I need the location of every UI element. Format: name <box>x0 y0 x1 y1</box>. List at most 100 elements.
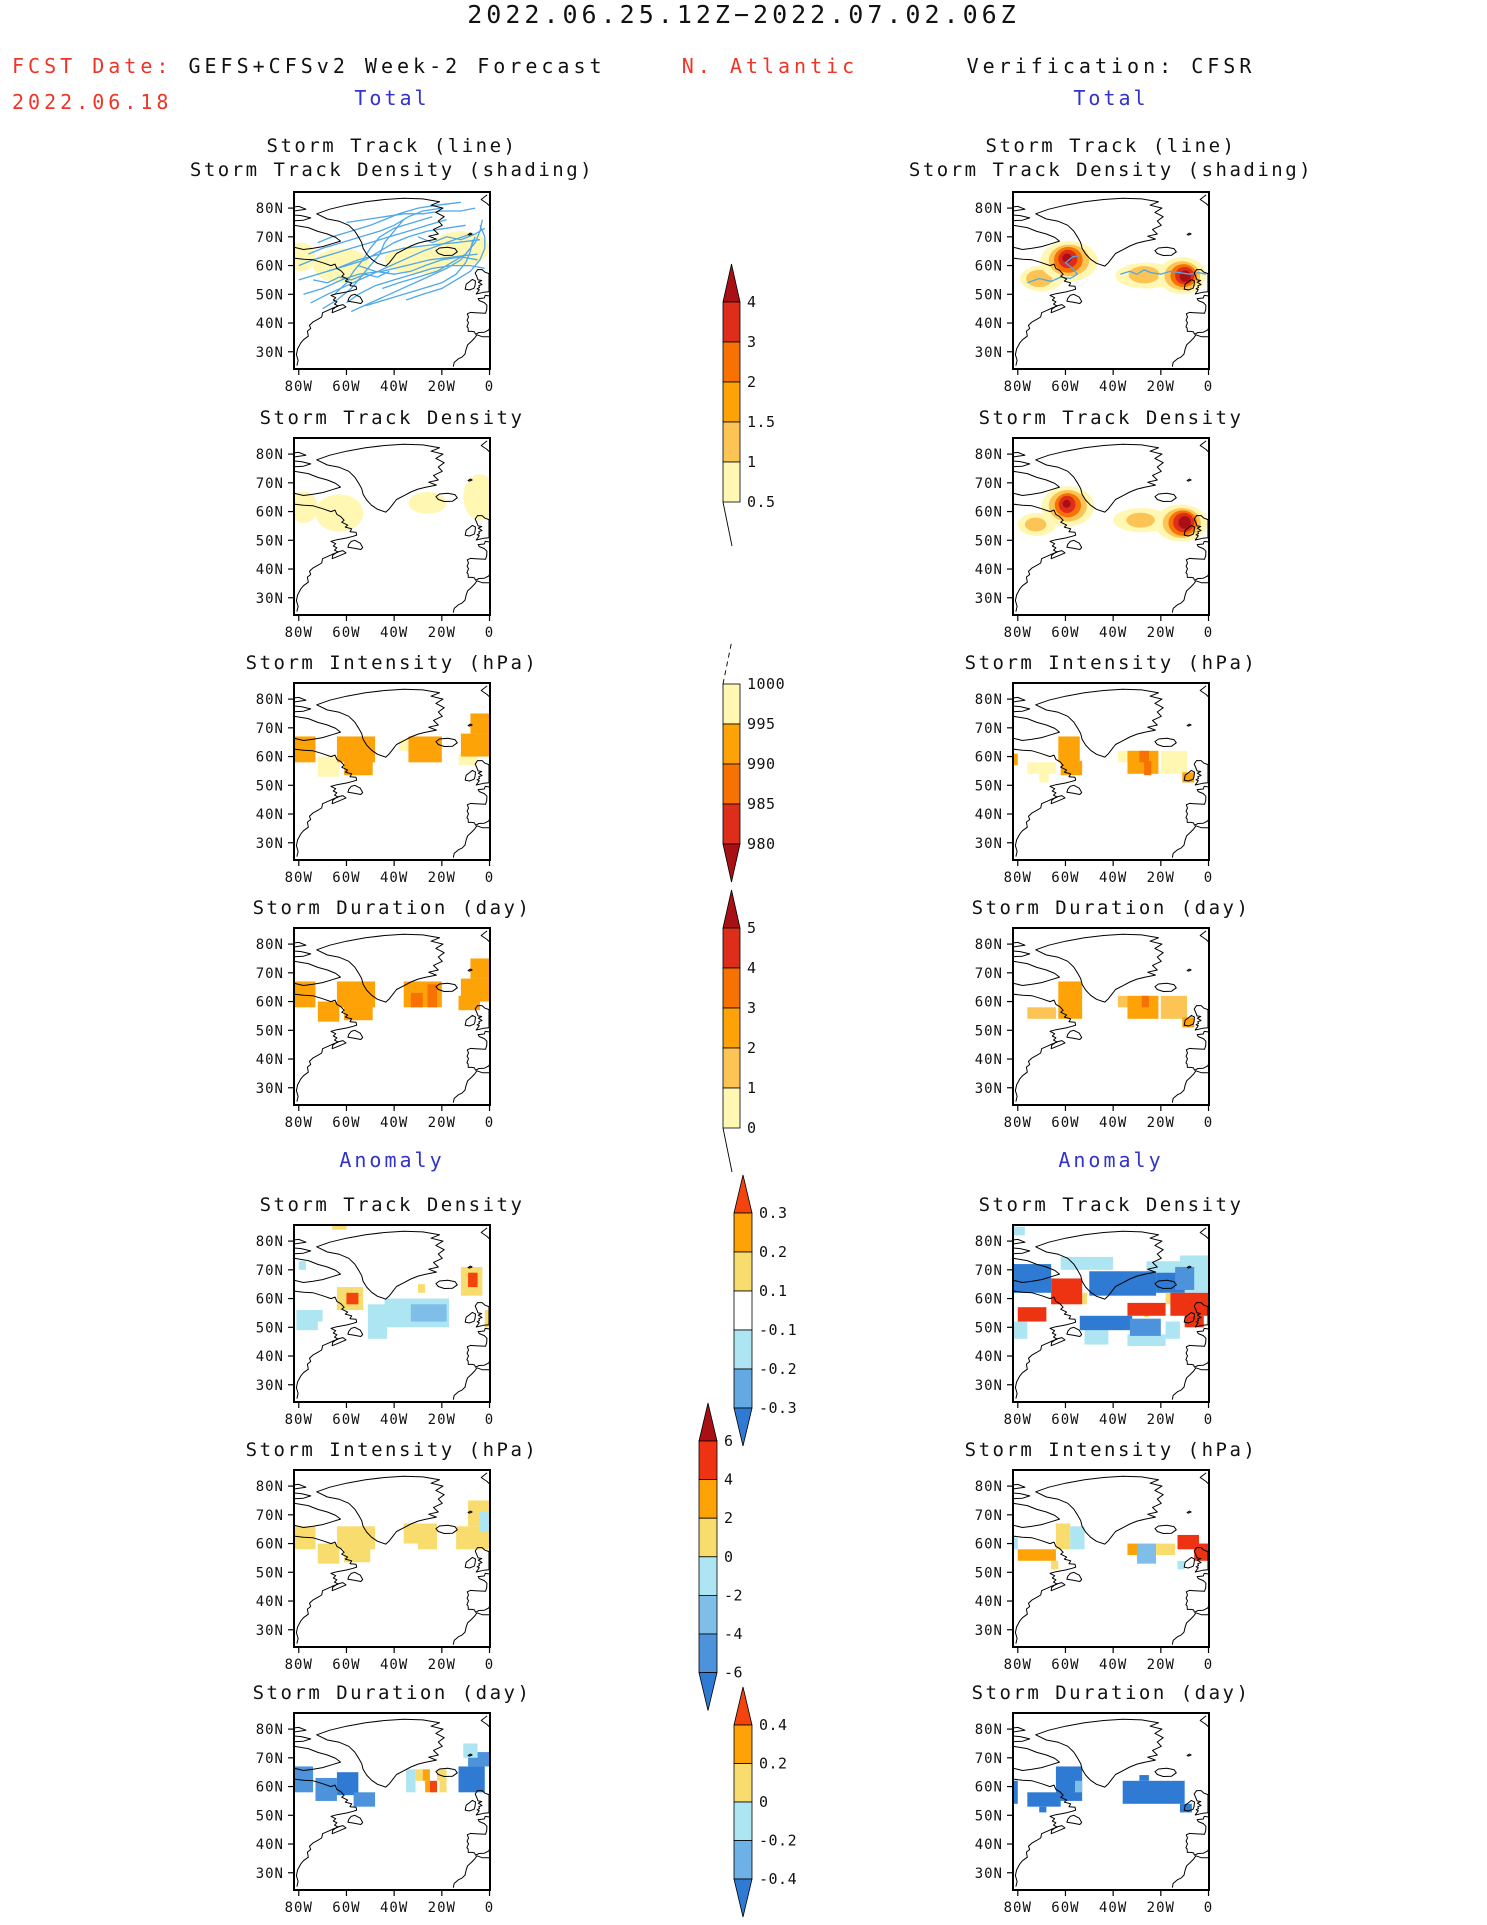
map-frame <box>1012 191 1210 370</box>
coastline <box>294 214 312 222</box>
colorbar-label: -0.4 <box>759 1870 797 1888</box>
lat-tick-label: 60N <box>256 259 284 275</box>
coastline <box>1013 503 1077 612</box>
panel-fcst-anom-density: 80N 70N 60N 50N 40N 30N 80W 60W 40W 20W 0 <box>230 1219 510 1437</box>
shading-cell <box>1177 1534 1199 1550</box>
panel-title-verif-intensity: Storm Intensity (hPa) <box>881 651 1341 675</box>
colorbar-segment <box>722 1047 741 1089</box>
lat-tick-label: 40N <box>975 316 1003 332</box>
coastline <box>294 1745 341 1771</box>
lat-tick-label: 80N <box>256 1234 284 1250</box>
panel-fcst-intensity: 80N 70N 60N 50N 40N 30N 80W 60W 40W 20W 0 <box>230 677 510 895</box>
lat-tick-label: 80N <box>256 692 284 708</box>
shading-cell <box>456 1526 490 1550</box>
coastline <box>1066 293 1083 304</box>
panel-title-line: Storm Intensity (hPa) <box>245 652 539 674</box>
shading-cell <box>1117 995 1130 1008</box>
colorbar-segment <box>698 1556 718 1596</box>
shading-cell <box>470 958 490 979</box>
colorbar-bottom-arrow <box>698 1672 718 1711</box>
coastline <box>1154 1279 1177 1289</box>
panel-title-line: Storm Intensity (hPa) <box>964 652 1258 674</box>
shading-cell <box>1070 1526 1085 1550</box>
lon-tick-label: 20W <box>428 870 456 886</box>
lat-tick-label: 30N <box>256 1623 284 1639</box>
coastline <box>1154 982 1177 992</box>
colorbar-bottom-arrow <box>733 1407 753 1447</box>
coastline <box>474 269 490 295</box>
shading-cell <box>1141 995 1149 1008</box>
panel-title-fcst-intensity: Storm Intensity (hPa) <box>162 651 622 675</box>
lat-tick-label: 30N <box>975 1378 1003 1394</box>
shading-cell <box>1051 1278 1083 1305</box>
lat-tick-label: 80N <box>256 1479 284 1495</box>
lat-tick-label: 50N <box>256 1565 284 1581</box>
colorbar-label: 0.4 <box>759 1716 788 1734</box>
lat-tick-label: 50N <box>256 287 284 303</box>
lat-tick-label: 50N <box>975 778 1003 794</box>
colorbar-label: 1 <box>747 453 757 471</box>
shading-cell <box>1165 1292 1171 1305</box>
panel-title-fcst-track-line: Storm Track (line) Storm Track Density (s… <box>162 134 622 182</box>
lat-tick-label: 50N <box>256 1808 284 1824</box>
coastline <box>466 1572 490 1613</box>
storm-track-line <box>312 270 390 284</box>
lat-tick-label: 30N <box>975 345 1003 361</box>
map-frame <box>293 437 491 616</box>
colorbar-top-arrow <box>733 1686 753 1726</box>
shading-blob <box>315 494 364 532</box>
lat-tick-label: 30N <box>256 836 284 852</box>
coastline <box>464 524 476 537</box>
lon-tick-label: 80W <box>1004 1657 1032 1673</box>
shading-cell <box>1051 1560 1059 1570</box>
coastline <box>464 1311 476 1324</box>
panel-title-line: Storm Duration (day) <box>252 1682 532 1704</box>
coastline <box>1013 451 1026 458</box>
colorbar-label: 985 <box>747 795 776 813</box>
coastline <box>294 696 307 703</box>
colorbar-segment <box>722 421 741 463</box>
lon-tick-label: 80W <box>285 1115 313 1131</box>
shading-cell <box>1082 1292 1087 1305</box>
panel-title-line: Storm Track Density (shading) <box>189 159 595 181</box>
shading-blob <box>294 242 316 272</box>
shading-cell <box>1089 1271 1157 1296</box>
lon-tick-label: 40W <box>380 1657 408 1673</box>
colorbar-tail <box>722 501 733 547</box>
cb-anom-density: 0.3 0.2 0.1 -0.1 -0.2 -0.3 <box>692 1163 812 1467</box>
panel-title-line: Storm Track Density <box>259 407 525 429</box>
lon-tick-label: 20W <box>1147 1115 1175 1131</box>
lon-tick-label: 40W <box>380 1900 408 1916</box>
coastline <box>1185 1030 1209 1071</box>
coastline <box>466 1815 490 1856</box>
coastline <box>316 933 445 1003</box>
coastline <box>1193 1790 1209 1816</box>
shading-cell <box>403 1523 438 1544</box>
coastline <box>435 1767 458 1777</box>
lat-tick-label: 70N <box>975 476 1003 492</box>
shading-cell <box>294 1766 314 1793</box>
coastline <box>294 460 312 468</box>
lat-tick-label: 60N <box>975 1780 1003 1796</box>
lon-tick-label: 20W <box>428 625 456 641</box>
coastline <box>1013 1535 1077 1644</box>
lat-tick-label: 80N <box>975 937 1003 953</box>
coastline <box>294 1726 307 1733</box>
colorbar-label: 0.5 <box>747 493 776 511</box>
colorbar-segment <box>698 1594 718 1635</box>
colorbar-segment <box>722 1087 741 1129</box>
coastline <box>1183 1799 1195 1812</box>
coastline <box>1186 1510 1192 1514</box>
panel-fcst-anom-duration: 80N 70N 60N 50N 40N 30N 80W 60W 40W 20W 0 <box>230 1707 510 1925</box>
lat-tick-label: 80N <box>256 937 284 953</box>
lat-tick-label: 80N <box>256 201 284 217</box>
panel-title-line: Storm Intensity (hPa) <box>964 1439 1258 1461</box>
coastline <box>1035 1230 1164 1300</box>
coastline <box>1186 1265 1192 1269</box>
lon-tick-label: 60W <box>1051 1900 1079 1916</box>
lon-tick-label: 0 <box>485 1900 494 1916</box>
lon-tick-label: 40W <box>1099 1900 1127 1916</box>
coastline <box>316 197 445 267</box>
lat-tick-label: 70N <box>975 966 1003 982</box>
